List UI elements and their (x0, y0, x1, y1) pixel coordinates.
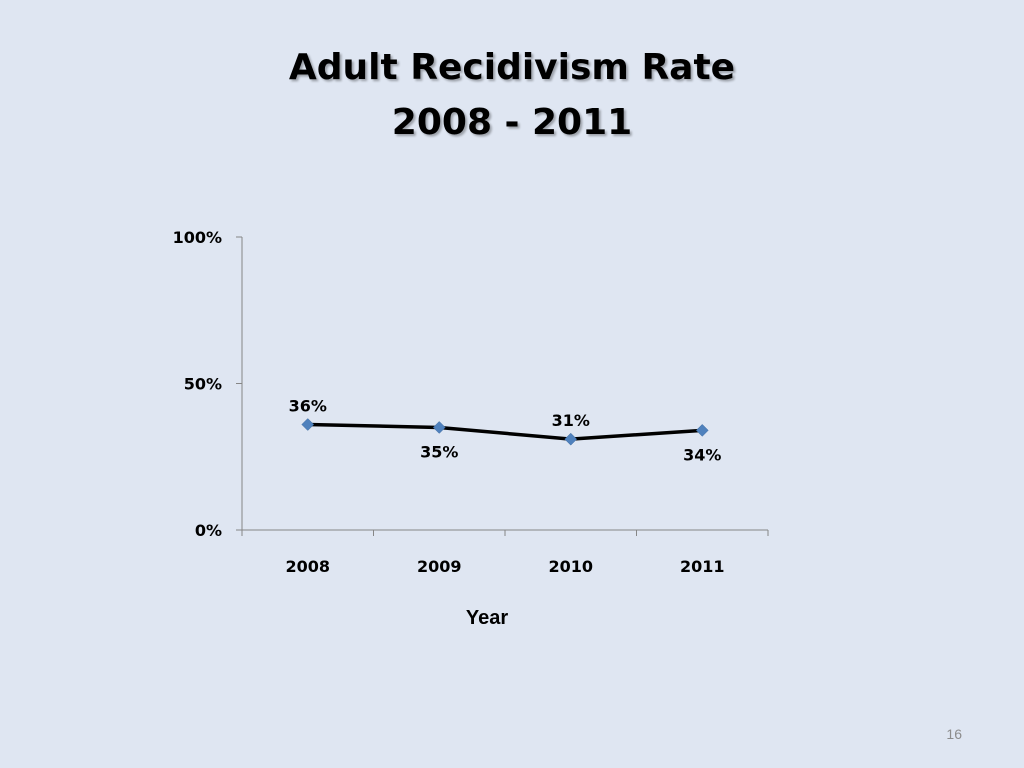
title-line-1: Adult Recidivism Rate (288, 47, 736, 88)
data-point-marker (432, 421, 446, 434)
data-point-marker (564, 432, 578, 446)
x-tick-label: 2011 (680, 557, 725, 576)
slide-title: Adult Recidivism Rate 2008 - 2011 (0, 40, 1024, 150)
x-tick-label: 2008 (285, 557, 330, 576)
page-number: 16 (946, 726, 962, 742)
title-line-2: 2008 - 2011 (391, 102, 633, 143)
data-label: 31% (552, 411, 590, 430)
series-line (307, 422, 703, 441)
data-label: 34% (683, 445, 721, 464)
x-axis-title: Year (466, 607, 508, 629)
data-label: 35% (420, 442, 458, 461)
y-tick-label: 0% (195, 521, 222, 540)
y-tick-label: 100% (173, 228, 222, 247)
data-point-marker (695, 424, 709, 437)
data-label: 36% (289, 397, 327, 416)
x-tick-label: 2010 (548, 557, 593, 576)
x-tick-label: 2009 (417, 557, 462, 576)
data-point-marker (301, 418, 315, 431)
y-tick-label: 50% (184, 375, 222, 394)
